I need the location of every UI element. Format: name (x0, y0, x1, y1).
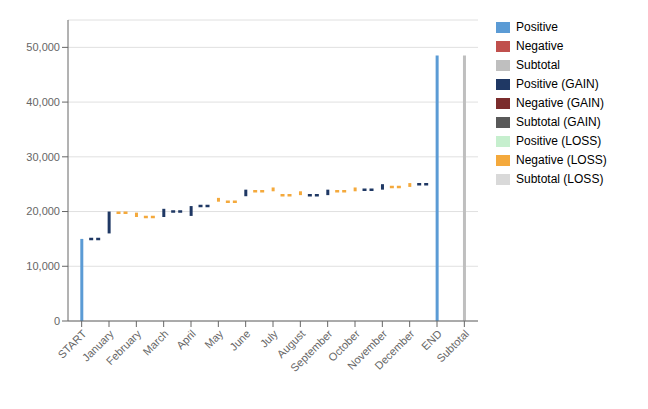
html-text:Negative (LOSS): Negative (LOSS) (516, 153, 607, 167)
svg-text:November: November (344, 327, 390, 372)
html-text:Subtotal: Subtotal (516, 58, 560, 72)
svg-text:END: END (419, 327, 444, 353)
svg-text:July: July (258, 327, 281, 350)
html-text:Positive (LOSS): Positive (LOSS) (516, 134, 602, 148)
svg-text:0: 0 (54, 315, 60, 327)
svg-text:50,000: 50,000 (26, 41, 60, 53)
svg-text:October: October (325, 327, 362, 364)
svg-text:30,000: 30,000 (26, 151, 60, 163)
svg-text:20,000: 20,000 (26, 205, 60, 217)
svg-text:February: February (104, 327, 144, 367)
svg-text:April: April (174, 327, 198, 351)
svg-text:March: March (141, 327, 171, 357)
svg-text:June: June (227, 327, 252, 352)
svg-text:START: START (55, 327, 89, 361)
svg-text:December: December (372, 327, 417, 372)
svg-text:January: January (79, 327, 116, 364)
html-text:Subtotal (GAIN): Subtotal (GAIN) (516, 115, 601, 129)
html-text:Positive (GAIN): Positive (GAIN) (516, 77, 599, 91)
svg-text:Subtotal: Subtotal (434, 327, 471, 364)
html-text:Negative (GAIN): Negative (GAIN) (516, 96, 604, 110)
html-text:Negative: Negative (516, 39, 564, 53)
svg-text:September: September (288, 327, 335, 374)
svg-text:May: May (202, 327, 226, 351)
svg-text:August: August (274, 327, 308, 361)
svg-text:10,000: 10,000 (26, 260, 60, 272)
html-text:Positive: Positive (516, 20, 558, 34)
html-text:Subtotal (LOSS): Subtotal (LOSS) (516, 172, 604, 186)
svg-text:40,000: 40,000 (26, 96, 60, 108)
